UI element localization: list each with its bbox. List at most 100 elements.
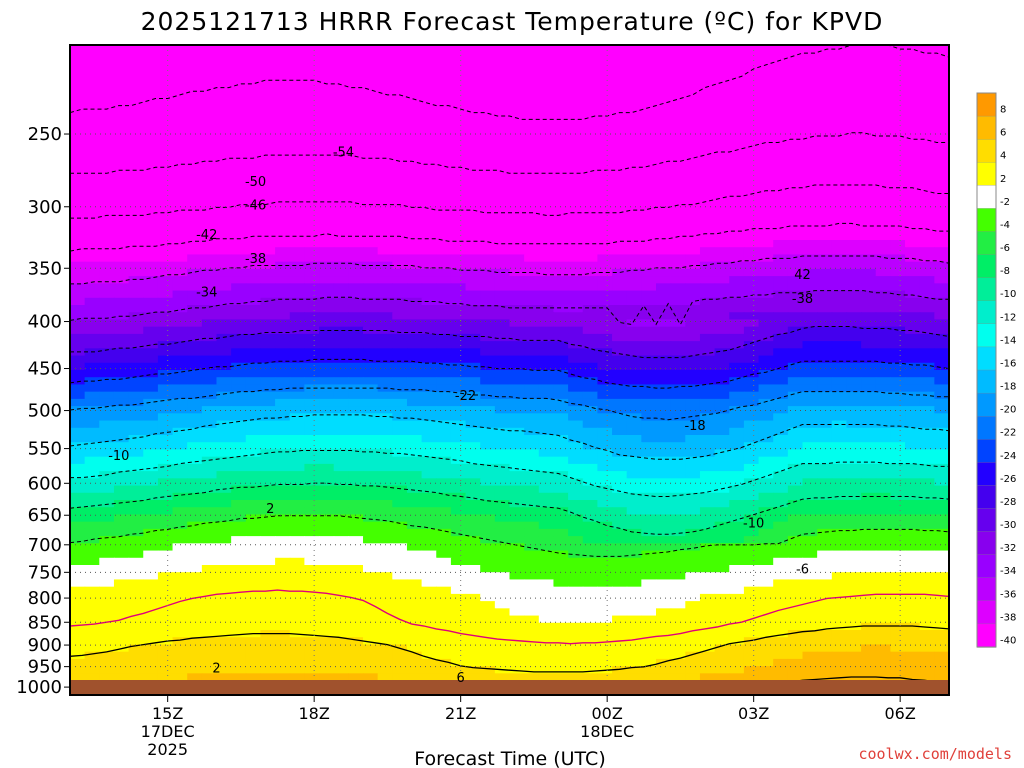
temperature-cell (890, 81, 906, 89)
temperature-cell (714, 319, 730, 328)
temperature-cell (392, 406, 408, 414)
temperature-cell (934, 333, 949, 342)
temperature-cell (773, 341, 789, 349)
temperature-cell (934, 543, 949, 552)
temperature-cell (187, 377, 203, 386)
temperature-cell (157, 442, 174, 451)
temperature-cell (99, 644, 115, 653)
temperature-cell (934, 73, 949, 82)
temperature-cell (802, 45, 818, 53)
temperature-cell (465, 153, 481, 162)
temperature-cell (817, 398, 833, 407)
temperature-cell (670, 586, 686, 595)
temperature-cell (773, 586, 789, 595)
temperature-cell (817, 601, 833, 609)
temperature-cell (919, 413, 935, 422)
temperature-cell (494, 362, 511, 371)
temperature-cell (480, 254, 496, 263)
temperature-cell (231, 110, 247, 118)
temperature-cell (656, 276, 672, 284)
temperature-cell (231, 131, 247, 140)
temperature-cell (641, 507, 657, 516)
temperature-cell (304, 442, 320, 451)
temperature-cell (348, 536, 364, 544)
temperature-cell (275, 507, 291, 516)
temperature-cell (656, 442, 672, 451)
temperature-cell (157, 557, 174, 566)
temperature-cell (450, 268, 467, 277)
temperature-cell (304, 297, 320, 306)
temperature-cell (70, 167, 86, 176)
temperature-cell (260, 153, 276, 162)
temperature-cell (260, 593, 276, 602)
temperature-cell (875, 52, 891, 61)
temperature-cell (861, 268, 877, 277)
temperature-cell (817, 557, 833, 566)
temperature-cell (363, 427, 379, 436)
temperature-cell (509, 52, 525, 61)
temperature-cell (568, 413, 584, 422)
temperature-cell (670, 622, 686, 631)
temperature-cell (919, 608, 935, 617)
temperature-cell (172, 59, 188, 68)
temperature-cell (450, 362, 467, 371)
temperature-cell (641, 557, 657, 566)
temperature-cell (113, 182, 130, 191)
temperature-cell (875, 261, 891, 270)
temperature-cell (758, 232, 774, 241)
temperature-cell (201, 211, 218, 219)
temperature-cell (905, 420, 921, 429)
temperature-cell (465, 73, 481, 82)
temperature-cell (538, 247, 555, 256)
temperature-cell (568, 456, 584, 465)
temperature-cell (524, 225, 540, 234)
temperature-cell (743, 543, 760, 552)
temperature-cell (597, 52, 613, 61)
temperature-cell (363, 514, 379, 523)
temperature-cell (406, 110, 423, 118)
temperature-cell (333, 240, 349, 248)
temperature-cell (729, 456, 745, 465)
temperature-cell (861, 175, 877, 183)
temperature-cell (245, 81, 262, 89)
temperature-cell (641, 601, 657, 609)
temperature-cell (846, 406, 862, 414)
temperature-cell (333, 312, 349, 321)
temperature-cell (875, 586, 891, 595)
temperature-cell (641, 471, 657, 479)
temperature-cell (934, 312, 949, 321)
temperature-cell (656, 478, 672, 487)
temperature-cell (128, 305, 144, 313)
temperature-cell (787, 550, 804, 559)
temperature-cell (538, 52, 555, 61)
temperature-cell (553, 557, 569, 566)
temperature-cell (201, 117, 218, 126)
temperature-cell (304, 593, 320, 602)
temperature-cell (758, 601, 774, 609)
temperature-cell (685, 167, 701, 176)
temperature-cell (465, 572, 481, 581)
temperature-cell (450, 117, 467, 126)
temperature-cell (494, 218, 511, 227)
temperature-cell (216, 160, 232, 169)
temperature-cell (143, 420, 159, 429)
temperature-cell (846, 240, 862, 248)
temperature-cell (363, 406, 379, 414)
temperature-cell (260, 276, 276, 284)
temperature-cell (817, 305, 833, 313)
temperature-cell (494, 370, 511, 378)
temperature-fill-bands (70, 45, 949, 695)
temperature-cell (480, 565, 496, 573)
temperature-cell (333, 131, 349, 140)
temperature-cell (831, 435, 848, 443)
temperature-cell (143, 283, 159, 292)
temperature-cell (538, 95, 555, 104)
temperature-cell (363, 586, 379, 595)
temperature-cell (729, 153, 745, 162)
temperature-cell (494, 333, 511, 342)
temperature-cell (597, 579, 613, 588)
temperature-cell (289, 608, 305, 617)
temperature-cell (597, 326, 613, 335)
temperature-cell (289, 261, 305, 270)
temperature-cell (773, 348, 789, 357)
